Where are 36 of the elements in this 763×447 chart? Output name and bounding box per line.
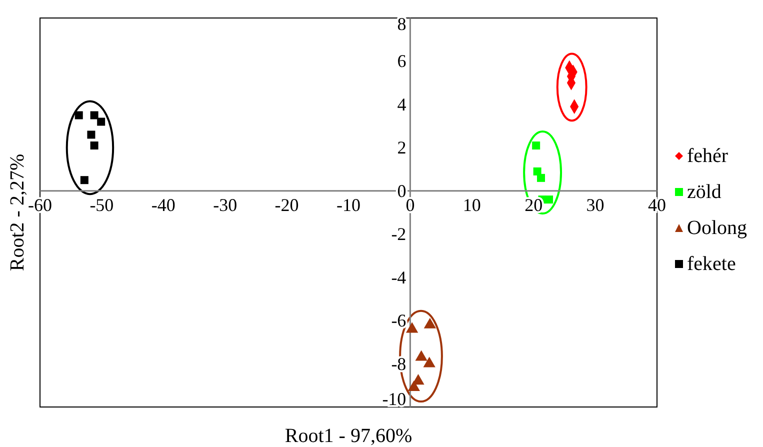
point [408,380,420,392]
point [415,350,428,361]
x-tick-label: 10 [462,194,481,215]
point [74,111,83,120]
legend-label: Oolong [687,216,747,240]
point [87,130,96,139]
y-tick-label: -6 [391,310,406,331]
y-tick-label: 6 [397,51,406,72]
y-tick-label: 8 [397,14,406,34]
x-tick-label: -40 [151,194,176,215]
point [80,176,88,184]
point [545,196,554,204]
legend-label: fehér [687,144,728,168]
x-axis-title: Root1 - 97,60% [284,425,414,447]
x-tick-label: -20 [274,194,299,215]
y-tick-label: 0 [397,180,406,201]
x-tick-label: -30 [213,194,238,215]
point [532,142,540,150]
x-tick-label: -10 [336,194,360,215]
y-axis-title: Root2 - 2,27% [6,152,28,273]
y-tick-label: -4 [391,267,406,288]
legend-label: zöld [687,180,722,204]
y-tick-label: -2 [391,224,406,244]
x-tick-label: -50 [90,194,114,215]
y-tick-label: 2 [397,138,406,158]
x-tick-label: 30 [586,194,604,215]
point [423,356,436,368]
legend-label: fekete [687,252,736,276]
y-tick-label: 4 [397,94,406,114]
point [406,322,418,333]
point [90,142,98,150]
point [537,174,546,182]
point [424,318,436,328]
y-tick-label: -10 [382,389,406,409]
point [90,111,98,120]
point [97,118,106,126]
